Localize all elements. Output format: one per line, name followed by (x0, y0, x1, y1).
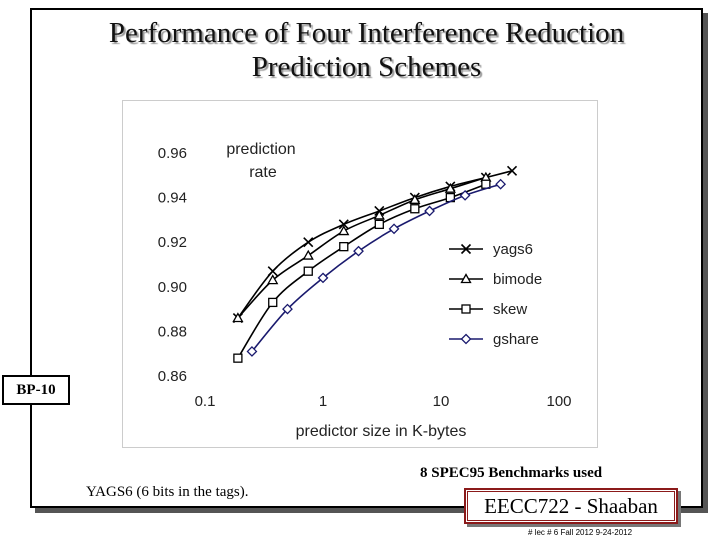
data-point-gshare (282, 303, 293, 315)
data-point-gshare (246, 346, 258, 357)
y-tick-label: 0.96 (158, 145, 187, 162)
data-point-bimode (267, 274, 279, 285)
chart-panel: 0.86 0.88 0.90 0.92 0.94 0.96 0.1 1 10 100 predict… (122, 100, 598, 448)
lecture-info: # lec # 6 Fall 2012 9-24-2012 (528, 528, 633, 537)
data-point-skew (233, 353, 243, 363)
data-point-yags6 (267, 266, 278, 277)
y-axis-label-line2: rate (249, 164, 277, 181)
title-line-1: Performance of Four Interference Reducti… (108, 17, 625, 49)
data-point-skew (339, 242, 349, 252)
data-point-yags6 (303, 237, 314, 248)
line-chart: 0.86 0.88 0.90 0.92 0.94 0.96 0.1 1 10 100 predict… (158, 141, 572, 440)
legend-marker-gshare (460, 333, 472, 345)
y-axis-label-line1: prediction (226, 141, 295, 158)
legend-marker-skew (461, 304, 471, 314)
legend-marker-yags6 (460, 243, 472, 255)
title-line-2: Prediction Schemes (251, 51, 482, 83)
data-point-yags6 (338, 219, 349, 230)
data-point-gshare (388, 223, 400, 235)
x-tick-label: 100 (546, 393, 571, 410)
slide-title: Performance of Four Interference Reducti… (30, 16, 703, 84)
data-point-bimode (302, 249, 314, 260)
data-point-gshare (353, 245, 364, 257)
legend-label-bimode: bimode (493, 271, 542, 288)
y-tick-label: 0.88 (158, 323, 187, 340)
legend-marker-bimode (460, 273, 472, 284)
data-point-gshare (424, 205, 435, 217)
data-point-bimode (444, 182, 456, 193)
legend-label-skew: skew (493, 301, 527, 318)
x-tick-label: 10 (433, 393, 450, 410)
data-point-gshare (317, 272, 329, 284)
legend-box (438, 230, 566, 358)
x-tick-label: 0.1 (195, 393, 216, 410)
footnote: YAGS6 (6 bits in the tags). (86, 484, 249, 500)
benchmarks-note: 8 SPEC95 Benchmarks used (420, 465, 603, 481)
data-point-bimode (232, 312, 244, 323)
data-point-gshare (495, 178, 507, 190)
data-point-bimode (373, 209, 385, 220)
data-point-yags6 (506, 165, 518, 176)
x-axis-label: predictor size in K-bytes (296, 423, 467, 440)
y-tick-label: 0.90 (158, 279, 187, 296)
x-tick-label: 1 (319, 393, 327, 410)
y-tick-label: 0.86 (158, 368, 187, 385)
slide-id-label: BP-10 (2, 375, 70, 405)
y-tick-label: 0.94 (158, 190, 187, 207)
data-point-skew (303, 266, 313, 276)
data-point-gshare (459, 189, 471, 201)
data-point-bimode (409, 194, 421, 204)
author-badge: EECC722 - Shaaban (464, 488, 678, 524)
data-point-skew (268, 297, 278, 308)
data-point-bimode (338, 225, 350, 236)
legend-label-yags6: yags6 (493, 241, 533, 258)
y-tick-label: 0.92 (158, 234, 187, 251)
legend-label-gshare: gshare (493, 331, 539, 348)
data-point-skew (410, 204, 420, 214)
data-point-skew (374, 219, 384, 230)
